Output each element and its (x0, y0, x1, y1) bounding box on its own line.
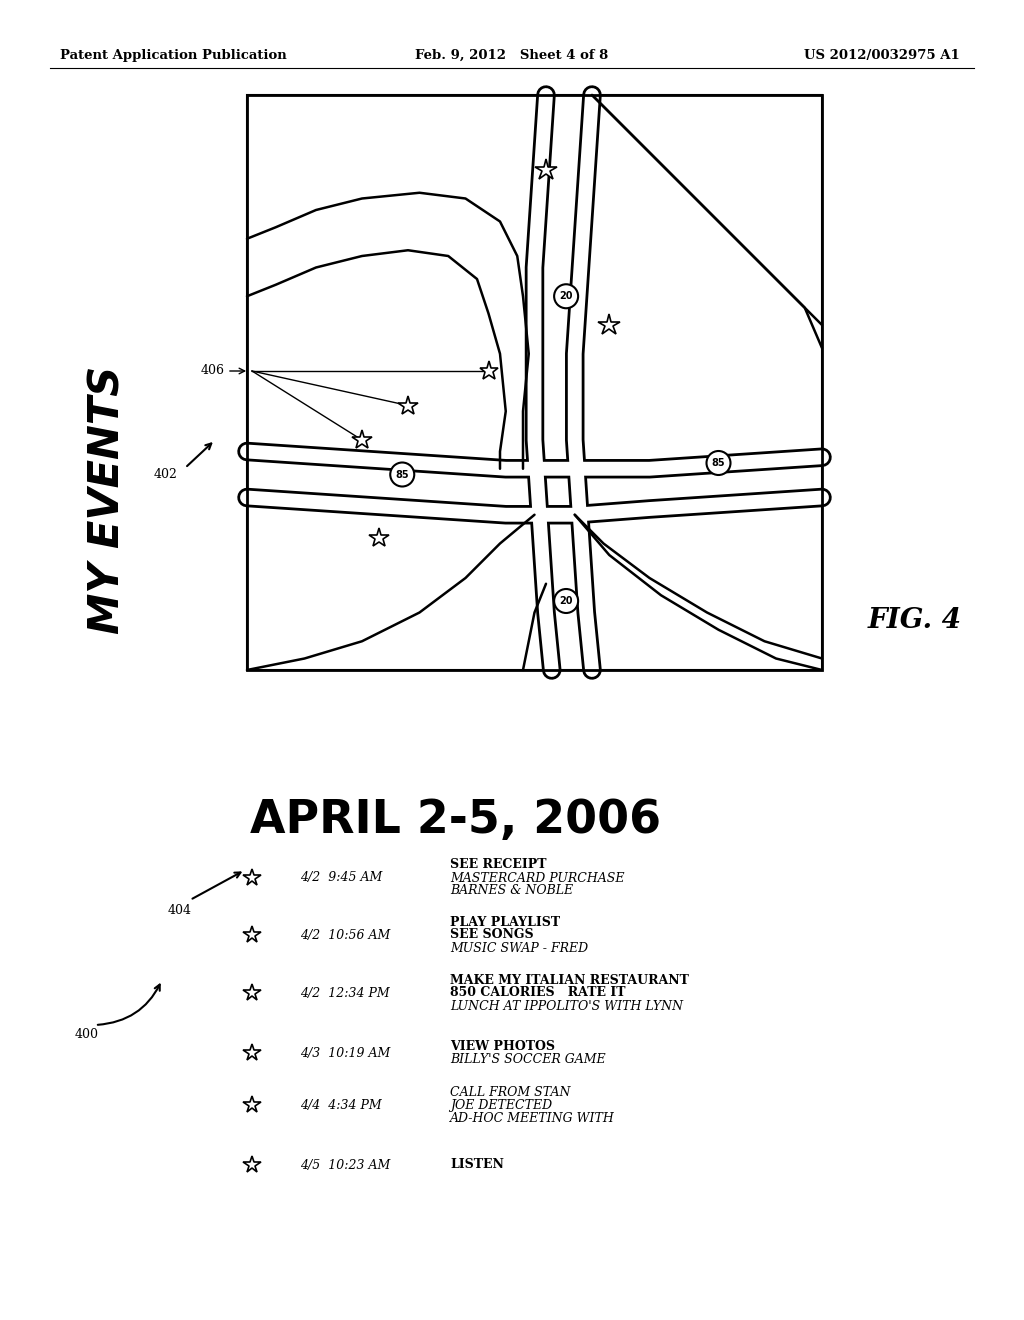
Circle shape (554, 589, 579, 612)
Text: 4/2  10:56 AM: 4/2 10:56 AM (300, 928, 390, 941)
Text: BILLY'S SOCCER GAME: BILLY'S SOCCER GAME (450, 1053, 605, 1067)
Circle shape (554, 284, 579, 309)
Text: JOE DETECTED: JOE DETECTED (450, 1098, 552, 1111)
Circle shape (390, 462, 415, 487)
Text: 406: 406 (201, 364, 225, 378)
Text: LUNCH AT IPPOLITO'S WITH LYNN: LUNCH AT IPPOLITO'S WITH LYNN (450, 999, 683, 1012)
Text: US 2012/0032975 A1: US 2012/0032975 A1 (804, 49, 961, 62)
Text: Patent Application Publication: Patent Application Publication (60, 49, 287, 62)
Text: 400: 400 (75, 1028, 99, 1041)
Text: Feb. 9, 2012   Sheet 4 of 8: Feb. 9, 2012 Sheet 4 of 8 (416, 49, 608, 62)
Text: SEE RECEIPT: SEE RECEIPT (450, 858, 547, 871)
Text: 404: 404 (168, 903, 193, 916)
Text: 4/3  10:19 AM: 4/3 10:19 AM (300, 1047, 390, 1060)
Text: MASTERCARD PURCHASE: MASTERCARD PURCHASE (450, 871, 625, 884)
Text: FIG. 4: FIG. 4 (868, 606, 962, 634)
Text: 850 CALORIES   RATE IT: 850 CALORIES RATE IT (450, 986, 626, 999)
Text: 85: 85 (395, 470, 409, 479)
Text: APRIL 2-5, 2006: APRIL 2-5, 2006 (250, 797, 662, 842)
Text: 85: 85 (712, 458, 725, 469)
Text: BARNES & NOBLE: BARNES & NOBLE (450, 884, 573, 898)
Text: 4/4  4:34 PM: 4/4 4:34 PM (300, 1098, 382, 1111)
Text: CALL FROM STAN: CALL FROM STAN (450, 1085, 570, 1098)
Text: VIEW PHOTOS: VIEW PHOTOS (450, 1040, 555, 1053)
Text: MY EVENTS: MY EVENTS (87, 366, 129, 634)
Text: 4/2  12:34 PM: 4/2 12:34 PM (300, 986, 389, 999)
Text: 402: 402 (155, 469, 178, 482)
Text: 4/2  9:45 AM: 4/2 9:45 AM (300, 871, 382, 884)
Circle shape (707, 451, 730, 475)
Text: AD-HOC MEETING WITH: AD-HOC MEETING WITH (450, 1111, 614, 1125)
Text: 20: 20 (559, 597, 572, 606)
Bar (247, 95, 822, 671)
Text: MAKE MY ITALIAN RESTAURANT: MAKE MY ITALIAN RESTAURANT (450, 974, 689, 986)
Text: LISTEN: LISTEN (450, 1159, 504, 1172)
Text: 20: 20 (559, 292, 572, 301)
Text: SEE SONGS: SEE SONGS (450, 928, 534, 941)
Text: PLAY PLAYLIST: PLAY PLAYLIST (450, 916, 560, 928)
Text: 4/5  10:23 AM: 4/5 10:23 AM (300, 1159, 390, 1172)
Text: MUSIC SWAP - FRED: MUSIC SWAP - FRED (450, 941, 588, 954)
Bar (247, 95, 822, 671)
